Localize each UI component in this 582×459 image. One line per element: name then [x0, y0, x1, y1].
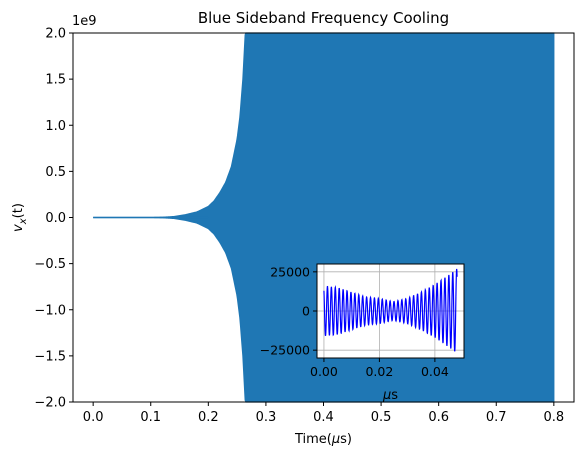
inset-y-tick-label: −25000 [260, 343, 310, 358]
inset-x-ticks: 0.00 0.02 0.04 [310, 358, 449, 379]
y-axis-label: vx(t) [11, 203, 29, 232]
main-y-ticks: −2.0 −1.5 −1.0 −0.5 0.0 0.5 1.0 1.5 2.0 [34, 27, 73, 411]
inset-x-axis-label-unit: s [391, 388, 398, 403]
y-axis-label-rest: (t) [11, 203, 26, 218]
x-tick-label: 0.6 [428, 410, 449, 425]
y-tick-label: 1.5 [45, 73, 66, 88]
x-tick-label: 0.0 [83, 410, 104, 425]
inset-x-tick-label: 0.04 [421, 364, 449, 379]
y-axis-label-main: v [11, 224, 26, 232]
y-tick-label: −2.0 [34, 396, 66, 411]
y-tick-label: 1.0 [45, 119, 66, 134]
inset-x-tick-label: 0.00 [310, 364, 338, 379]
main-x-ticks: 0.0 0.1 0.2 0.3 0.4 0.5 0.6 0.7 0.8 [83, 402, 564, 425]
y-tick-label: 2.0 [45, 27, 66, 42]
x-axis-label: Time(μs) [294, 432, 352, 447]
y-tick-label: −0.5 [34, 257, 66, 272]
inset-series-line [323, 268, 458, 352]
inset-axes: 0.00 0.02 0.04 −25000 0 25000 μs [260, 263, 465, 403]
x-tick-label: 0.5 [371, 410, 392, 425]
inset-x-axis-label-mu: μ [382, 388, 391, 403]
x-axis-label-unit: s) [340, 432, 352, 447]
inset-x-axis-label: μs [382, 388, 398, 403]
inset-x-tick-label: 0.02 [365, 364, 393, 379]
inset-y-ticks: −25000 0 25000 [260, 264, 317, 358]
inset-y-tick-label: 0 [302, 304, 310, 319]
x-axis-label-mu: μ [331, 432, 340, 447]
y-offset-text: 1e9 [72, 14, 97, 29]
x-tick-label: 0.3 [256, 410, 277, 425]
x-tick-label: 0.4 [313, 410, 334, 425]
main-axes: Blue Sideband Frequency Cooling 1e9 0.0 0… [11, 9, 575, 447]
y-tick-label: −1.5 [34, 349, 66, 364]
y-tick-label: 0.0 [45, 211, 66, 226]
x-tick-label: 0.2 [198, 410, 219, 425]
x-tick-label: 0.1 [140, 410, 161, 425]
x-axis-label-text: Time( [294, 432, 332, 447]
y-tick-label: −1.0 [34, 303, 66, 318]
inset-y-tick-label: 25000 [270, 264, 310, 279]
y-axis-label-sub: x [18, 218, 29, 225]
y-tick-label: 0.5 [45, 165, 66, 180]
x-tick-label: 0.7 [486, 410, 507, 425]
chart-title: Blue Sideband Frequency Cooling [198, 9, 449, 27]
x-tick-label: 0.8 [544, 410, 565, 425]
